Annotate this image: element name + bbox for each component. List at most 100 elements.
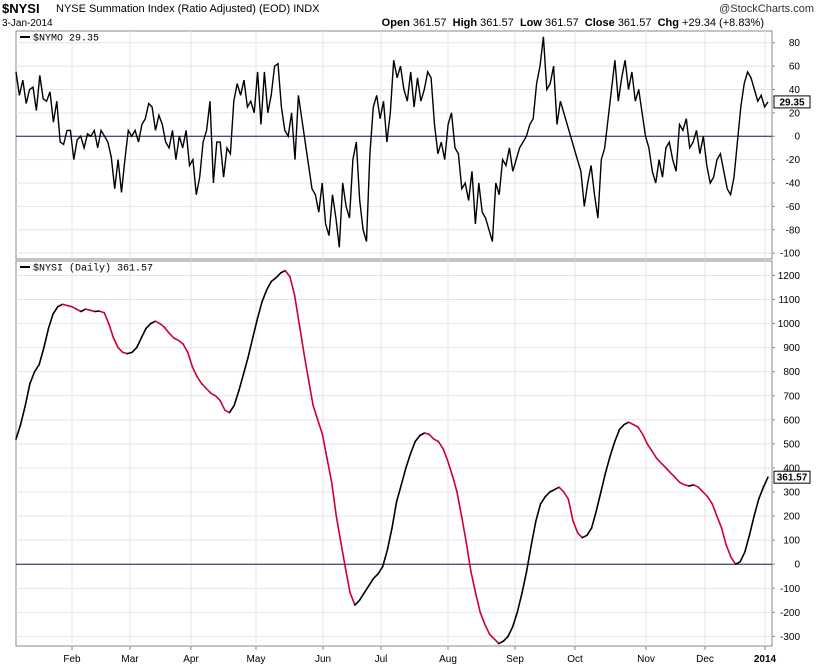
y-tick-label: 20 (789, 108, 801, 119)
nysi-series-segment (386, 527, 393, 551)
nysi-series-segment (641, 433, 649, 445)
quote-summary: Open 361.57 High 361.57 Low 361.57 Close… (382, 17, 764, 29)
nysi-series-segment (340, 541, 347, 570)
nysi-series-segment (414, 434, 421, 443)
nysi-series-segment (182, 343, 189, 354)
nysi-series-segment (330, 481, 338, 517)
nysi-series-segment (711, 503, 718, 517)
y-tick-label: -80 (786, 225, 801, 236)
nysi-series-segment (293, 293, 301, 325)
nysi-series-segment (613, 428, 621, 443)
nysi-series-segment (349, 592, 356, 606)
nysi-series-segment (108, 322, 115, 339)
nysi-series-segment (154, 320, 161, 325)
nysi-series-segment (660, 462, 667, 469)
y-tick-label: 800 (783, 367, 800, 378)
nysi-series-segment (460, 515, 468, 544)
close-label: Close (584, 17, 615, 29)
nysi-series-segment (483, 623, 491, 635)
nysi-series-segment (187, 351, 194, 368)
legend-label: $NYSI (Daily) 361.57 (33, 263, 153, 275)
y-tick-label: 300 (783, 488, 800, 499)
nysi-series-segment (344, 568, 352, 594)
nysi-series-segment (609, 440, 616, 457)
nysi-series-segment (720, 527, 728, 546)
nysi-series-segment (762, 476, 769, 489)
nysi-series-segment (465, 541, 472, 573)
nysi-series-segment (451, 474, 458, 493)
nysi-series-segment (590, 510, 598, 529)
nysi-series-segment (618, 423, 625, 431)
nysi-series-segment (289, 275, 296, 296)
high-value: 361.57 (480, 17, 514, 29)
nysi-series-segment (33, 363, 41, 373)
nysi-series-segment (511, 611, 519, 628)
nysi-series-segment (117, 346, 124, 354)
nysi-series-segment (80, 308, 87, 313)
nysi-series-segment (238, 373, 245, 392)
x-tick-label: Apr (183, 654, 199, 665)
nysi-series-segment (135, 337, 143, 349)
nysi-series-segment (163, 326, 170, 335)
x-tick-label: Dec (696, 654, 714, 665)
nysi-series-segment (674, 476, 681, 484)
nysi-series-segment (112, 337, 119, 349)
last-value-box (773, 95, 811, 109)
exchange: INDX (293, 3, 320, 15)
nysi-series-segment (627, 421, 635, 426)
nysi-series-segment (739, 551, 746, 563)
nysi-series-segment (219, 399, 226, 412)
nysi-series-segment (572, 520, 579, 534)
y-tick-label: 80 (789, 38, 801, 49)
nysi-series-segment (251, 317, 259, 339)
nysi-series-segment (669, 471, 677, 479)
nysi-series-segment (678, 481, 686, 486)
nysi-series-segment (52, 305, 59, 315)
nysi-series-segment (145, 322, 152, 330)
watermark: @StockCharts.com (719, 3, 814, 15)
nysi-series-segment (665, 467, 672, 474)
nysi-series-segment (409, 440, 417, 455)
nysi-series-segment (367, 577, 375, 587)
low-value: 361.57 (545, 17, 579, 29)
nysi-series-segment (298, 322, 305, 354)
nysi-series-segment (210, 392, 217, 397)
nysi-series-segment (256, 301, 263, 320)
nysi-series-segment (24, 382, 31, 407)
nysi-series-segment (177, 339, 184, 345)
x-tick-label: May (247, 654, 266, 665)
nysi-series-segment (284, 269, 291, 278)
nysi-series-segment (586, 527, 593, 537)
nysi-series-segment (576, 532, 584, 539)
nysi-series-segment (29, 370, 36, 385)
y-tick-label: 1000 (778, 319, 801, 330)
legend-label: $NYMO 29.35 (33, 33, 99, 45)
x-tick-label: Aug (439, 654, 457, 665)
description: NYSE Summation Index (Ratio Adjusted) (E… (56, 3, 320, 15)
open-value: 361.57 (412, 17, 447, 29)
nysi-series-segment (395, 483, 403, 503)
nysi-series-segment (539, 495, 547, 505)
nysi-series-segment (131, 346, 138, 354)
nymo-series-line (15, 36, 769, 248)
nysi-series-segment (748, 515, 755, 537)
low-label: Low (519, 17, 542, 29)
nysi-series-segment (84, 308, 92, 312)
nysi-series-segment (326, 457, 333, 484)
nysi-series-segment (405, 452, 412, 469)
nysi-series-segment (558, 486, 565, 493)
nysi-series-segment (562, 491, 570, 501)
nysi-series-segment (525, 544, 533, 573)
nysi-series-segment (706, 495, 714, 505)
nysi-series-segment (275, 272, 282, 279)
nysi-series-segment (702, 491, 709, 498)
y-tick-label: -100 (780, 584, 800, 595)
nysi-series-segment (502, 635, 509, 643)
nysi-series-segment (159, 322, 166, 329)
nysi-series-segment (535, 503, 542, 522)
y-tick-label: -300 (780, 632, 800, 643)
nysi-series-segment (581, 534, 588, 539)
nysi-series-segment (168, 332, 175, 339)
y-tick-label: 700 (783, 391, 800, 402)
